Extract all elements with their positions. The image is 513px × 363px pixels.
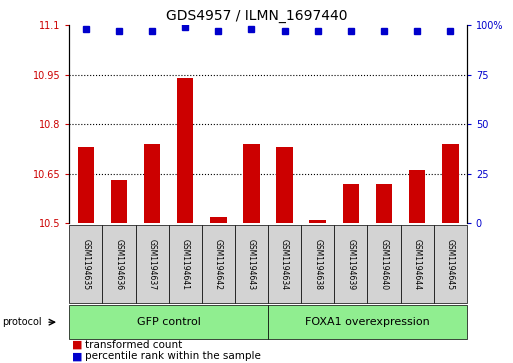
Text: ■: ■ — [72, 351, 82, 362]
Text: GSM1194643: GSM1194643 — [247, 238, 256, 290]
Text: GSM1194645: GSM1194645 — [446, 238, 455, 290]
Text: GSM1194642: GSM1194642 — [214, 238, 223, 290]
Text: GSM1194640: GSM1194640 — [380, 238, 388, 290]
Bar — [177, 78, 193, 223]
Bar — [77, 147, 94, 223]
Text: GSM1194637: GSM1194637 — [148, 238, 156, 290]
Text: FOXA1 overexpression: FOXA1 overexpression — [305, 317, 430, 327]
Text: protocol: protocol — [3, 317, 42, 327]
Text: GSM1194641: GSM1194641 — [181, 238, 190, 290]
Bar — [210, 217, 227, 223]
Text: percentile rank within the sample: percentile rank within the sample — [85, 351, 261, 362]
Text: GDS4957 / ILMN_1697440: GDS4957 / ILMN_1697440 — [166, 9, 347, 23]
Text: ■: ■ — [72, 340, 82, 350]
Text: GSM1194638: GSM1194638 — [313, 238, 322, 290]
Bar — [343, 184, 359, 223]
Text: GFP control: GFP control — [136, 317, 201, 327]
Text: GSM1194636: GSM1194636 — [114, 238, 124, 290]
Bar — [309, 220, 326, 223]
Bar — [277, 147, 293, 223]
Text: GSM1194635: GSM1194635 — [82, 238, 90, 290]
Bar — [376, 184, 392, 223]
Bar — [442, 144, 459, 223]
Text: transformed count: transformed count — [85, 340, 182, 350]
Text: GSM1194639: GSM1194639 — [346, 238, 356, 290]
Bar — [111, 180, 127, 223]
Bar — [409, 171, 425, 223]
Bar — [243, 144, 260, 223]
Text: GSM1194644: GSM1194644 — [412, 238, 422, 290]
Bar — [144, 144, 161, 223]
Text: GSM1194634: GSM1194634 — [280, 238, 289, 290]
